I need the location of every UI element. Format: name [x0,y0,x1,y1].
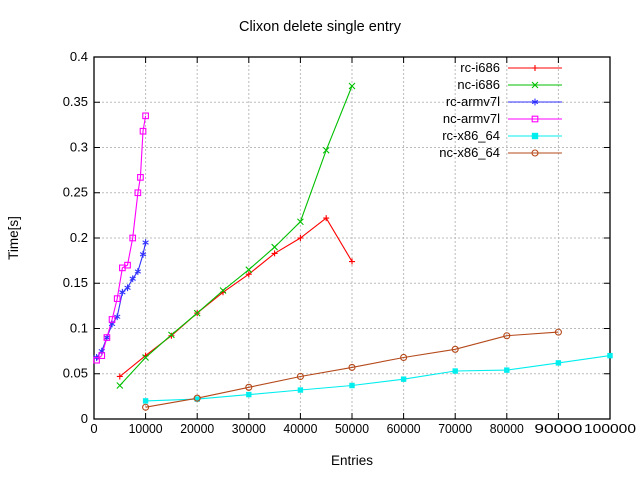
svg-text:0.25: 0.25 [63,185,88,200]
svg-text:nc-i686: nc-i686 [457,77,500,92]
svg-text:Time[s]: Time[s] [6,216,21,260]
svg-text:Entries: Entries [331,453,373,468]
svg-text:Clixon delete single entry: Clixon delete single entry [239,19,402,35]
svg-text:0.3: 0.3 [70,140,88,155]
svg-text:20000: 20000 [180,421,214,436]
svg-text:0.1: 0.1 [70,321,88,336]
svg-text:0.35: 0.35 [63,94,88,109]
svg-text:0.2: 0.2 [70,230,88,245]
svg-text:0: 0 [90,421,97,436]
svg-text:rc-armv7l: rc-armv7l [446,94,500,109]
svg-text:rc-x86_64: rc-x86_64 [442,128,500,143]
svg-text:100000: 100000 [584,421,636,436]
svg-text:50000: 50000 [335,421,369,436]
svg-text:70000: 70000 [438,421,472,436]
svg-text:nc-x86_64: nc-x86_64 [439,145,500,160]
svg-text:10000: 10000 [129,421,163,436]
svg-text:30000: 30000 [232,421,266,436]
svg-text:80000: 80000 [490,421,524,436]
svg-text:rc-i686: rc-i686 [460,60,500,75]
svg-text:0.4: 0.4 [70,49,88,64]
svg-text:40000: 40000 [283,421,317,436]
svg-text:90000: 90000 [534,421,582,436]
svg-text:nc-armv7l: nc-armv7l [443,111,500,126]
svg-text:60000: 60000 [387,421,421,436]
svg-text:0.05: 0.05 [63,366,88,381]
svg-text:0: 0 [81,411,88,426]
svg-text:0.15: 0.15 [63,275,88,290]
